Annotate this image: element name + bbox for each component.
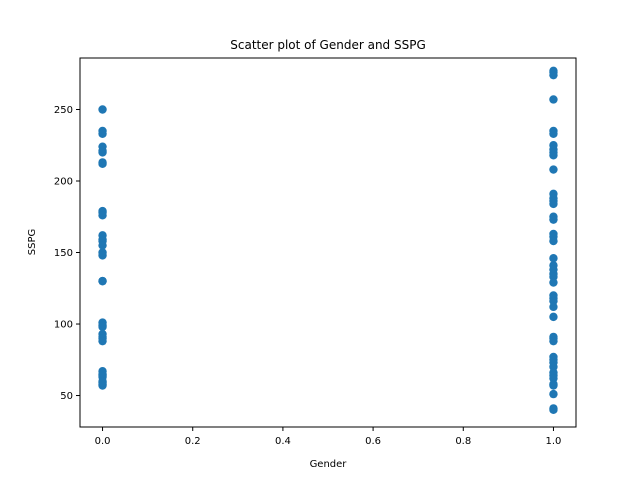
y-tick-label: 100 bbox=[54, 320, 73, 331]
data-point bbox=[549, 236, 558, 246]
x-tick-label: 0.4 bbox=[275, 436, 291, 447]
data-point bbox=[98, 336, 107, 346]
data-point bbox=[98, 378, 107, 387]
data-point bbox=[98, 148, 107, 157]
y-tick-label: 150 bbox=[54, 248, 73, 259]
y-tick-label: 200 bbox=[54, 177, 73, 188]
data-point bbox=[98, 251, 107, 260]
data-point bbox=[549, 70, 558, 80]
data-point bbox=[549, 215, 558, 224]
data-point bbox=[549, 254, 558, 263]
data-point bbox=[98, 129, 107, 139]
data-point bbox=[549, 129, 558, 139]
data-point bbox=[549, 302, 558, 312]
data-point bbox=[549, 405, 558, 415]
data-point bbox=[549, 165, 558, 174]
data-point bbox=[549, 381, 558, 390]
data-point bbox=[549, 151, 558, 160]
data-point bbox=[98, 159, 107, 169]
data-point bbox=[98, 322, 107, 332]
x-tick-label: 0.2 bbox=[185, 436, 201, 447]
points-layer bbox=[98, 66, 558, 415]
data-point bbox=[549, 312, 558, 322]
y-axis-label: SSPG bbox=[27, 229, 38, 255]
data-point bbox=[98, 241, 107, 250]
chart-title: Scatter plot of Gender and SSPG bbox=[230, 38, 426, 52]
x-tick-label: 0.6 bbox=[365, 436, 381, 447]
y-tick-label: 50 bbox=[60, 391, 73, 402]
y-tick-label: 250 bbox=[54, 105, 73, 116]
x-tick-label: 0.0 bbox=[95, 436, 111, 447]
data-point bbox=[98, 105, 107, 114]
plot-frame bbox=[79, 57, 577, 428]
data-point bbox=[549, 95, 558, 104]
data-point bbox=[98, 211, 107, 220]
x-tick-label: 1.0 bbox=[546, 436, 562, 447]
data-point bbox=[549, 336, 558, 346]
x-axis-label: Gender bbox=[310, 459, 348, 470]
x-tick-label: 0.8 bbox=[455, 436, 471, 447]
y-axis-ticks: 50 100 150 200 250 bbox=[54, 105, 80, 402]
data-point bbox=[549, 199, 558, 209]
data-point bbox=[98, 276, 107, 286]
data-point bbox=[549, 389, 558, 399]
data-point bbox=[549, 278, 558, 287]
x-axis-ticks: 0.0 0.2 0.4 0.6 0.8 1.0 bbox=[95, 427, 562, 447]
